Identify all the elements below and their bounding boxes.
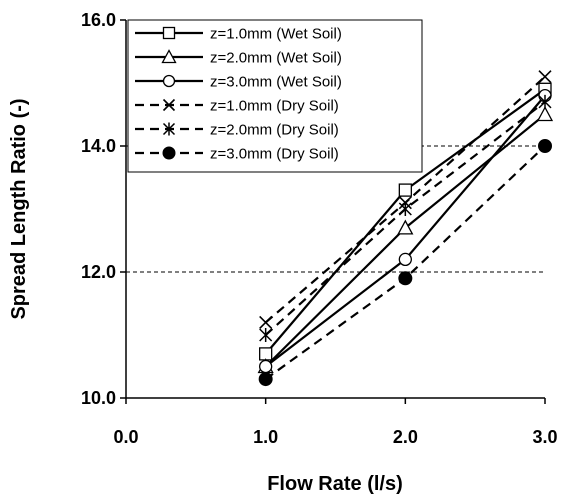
legend-entry: z=1.0mm (Dry Soil) <box>135 98 339 115</box>
data-point <box>259 328 273 342</box>
data-point <box>259 347 273 361</box>
legend-marker <box>162 98 176 112</box>
data-point <box>398 271 413 286</box>
data-point <box>398 202 412 216</box>
legend-marker <box>162 26 176 40</box>
legend-entry: z=3.0mm (Wet Soil) <box>135 74 342 91</box>
legend-label: z=1.0mm (Dry Soil) <box>210 98 339 115</box>
data-point <box>259 315 273 329</box>
legend: z=1.0mm (Wet Soil) z=2.0mm (Wet Soil) z=3.… <box>127 19 423 173</box>
series-6 <box>258 139 552 387</box>
x-tick-label: 0.0 <box>113 427 138 447</box>
data-point <box>259 359 273 374</box>
legend-box <box>127 19 423 173</box>
legend-marker <box>162 122 176 136</box>
legend-entry: z=2.0mm (Dry Soil) <box>135 122 339 139</box>
x-tick-label: 3.0 <box>532 427 557 447</box>
data-point <box>398 183 412 197</box>
legend-marker <box>161 49 177 64</box>
data-point <box>538 139 552 153</box>
data-point <box>536 106 554 122</box>
data-point <box>397 219 414 235</box>
y-tick-label: 14.0 <box>81 136 116 156</box>
legend-marker <box>162 146 176 160</box>
legend-label: z=3.0mm (Dry Soil) <box>210 146 339 163</box>
series-3 <box>259 88 552 374</box>
legend-label: z=2.0mm (Dry Soil) <box>210 122 339 139</box>
series-layer <box>257 70 554 387</box>
x-tick-label: 2.0 <box>393 427 418 447</box>
legend-marker <box>162 74 176 88</box>
series-5 <box>259 94 552 342</box>
x-tick-label: 1.0 <box>253 427 278 447</box>
data-point <box>538 94 552 109</box>
data-point <box>398 252 412 267</box>
data-point <box>258 372 273 387</box>
x-axis-title: Flow Rate (l/s) <box>267 473 403 495</box>
legend-label: z=2.0mm (Wet Soil) <box>210 50 342 67</box>
data-point <box>538 70 552 84</box>
y-tick-label: 10.0 <box>81 388 116 408</box>
y-axis-title: Spread Length Ratio (-) <box>8 98 30 319</box>
y-tick-label: 16.0 <box>81 10 116 30</box>
legend-label: z=3.0mm (Wet Soil) <box>210 74 342 91</box>
axes <box>125 20 545 399</box>
ticks: 0.0 1.0 2.0 3.0 10.0 12.0 14.0 16.0 <box>81 10 558 447</box>
legend-entry: z=3.0mm (Dry Soil) <box>135 146 339 163</box>
legend-label: z=1.0mm (Wet Soil) <box>210 26 342 43</box>
legend-entry: z=2.0mm (Wet Soil) <box>135 49 342 67</box>
legend-entry: z=1.0mm (Wet Soil) <box>135 26 342 43</box>
y-tick-label: 12.0 <box>81 262 116 282</box>
